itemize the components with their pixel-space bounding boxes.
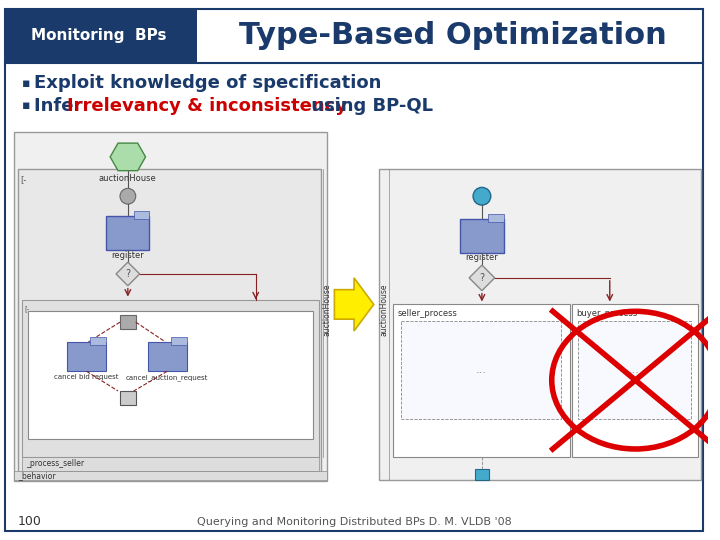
Text: register: register [112, 251, 144, 260]
Text: Irrelevancy & inconsistency: Irrelevancy & inconsistency [67, 97, 347, 115]
Text: auctionHouse: auctionHouse [379, 283, 388, 335]
Text: cancel bid request: cancel bid request [54, 374, 119, 380]
Text: ?: ? [480, 273, 485, 283]
FancyBboxPatch shape [18, 168, 320, 471]
Text: Querying and Monitoring Distributed BPs D. M. VLDB '08: Querying and Monitoring Distributed BPs … [197, 517, 511, 527]
FancyBboxPatch shape [460, 219, 503, 253]
Polygon shape [334, 278, 374, 331]
Text: ?: ? [125, 269, 130, 279]
Text: _behavior: _behavior [18, 471, 55, 480]
Circle shape [120, 188, 136, 204]
FancyBboxPatch shape [22, 457, 319, 471]
Text: using BP-QL: using BP-QL [305, 97, 433, 115]
Text: seller_process: seller_process [397, 309, 457, 319]
Circle shape [473, 187, 491, 205]
Text: 100: 100 [18, 515, 42, 528]
FancyBboxPatch shape [22, 300, 319, 457]
FancyBboxPatch shape [120, 315, 136, 329]
Polygon shape [110, 143, 145, 171]
FancyBboxPatch shape [5, 9, 197, 64]
FancyBboxPatch shape [134, 211, 150, 219]
FancyBboxPatch shape [107, 216, 150, 251]
Text: ▪: ▪ [22, 77, 30, 90]
Text: Exploit knowledge of specification: Exploit knowledge of specification [35, 74, 382, 92]
FancyBboxPatch shape [401, 321, 561, 420]
FancyBboxPatch shape [578, 321, 691, 420]
Text: ...: ... [475, 366, 487, 375]
FancyBboxPatch shape [488, 214, 503, 222]
Text: ...: ... [629, 366, 640, 375]
FancyBboxPatch shape [171, 337, 187, 345]
Text: _process_seller: _process_seller [27, 459, 85, 468]
Text: Type-Based Optimization: Type-Based Optimization [238, 22, 666, 50]
FancyBboxPatch shape [14, 471, 327, 481]
Text: buyer_process: buyer_process [576, 309, 638, 319]
Text: register: register [466, 253, 498, 262]
Text: [-: [- [21, 176, 27, 185]
FancyBboxPatch shape [14, 132, 327, 482]
FancyBboxPatch shape [27, 311, 312, 439]
Text: auctionHouse: auctionHouse [99, 174, 157, 184]
Text: auctionHouse: auctionHouse [322, 283, 331, 335]
FancyBboxPatch shape [475, 469, 489, 481]
FancyBboxPatch shape [393, 305, 570, 457]
Polygon shape [469, 265, 495, 291]
Polygon shape [116, 262, 140, 286]
Text: Monitoring  BPs: Monitoring BPs [31, 29, 166, 43]
FancyBboxPatch shape [379, 168, 701, 481]
FancyBboxPatch shape [67, 342, 107, 372]
FancyBboxPatch shape [120, 391, 136, 405]
FancyBboxPatch shape [572, 305, 698, 457]
Text: cancel_auction_request: cancel_auction_request [126, 374, 208, 381]
Text: ▪: ▪ [22, 99, 30, 112]
FancyBboxPatch shape [5, 9, 703, 531]
FancyBboxPatch shape [148, 342, 187, 372]
Text: [-: [- [24, 306, 30, 312]
FancyBboxPatch shape [91, 337, 107, 345]
Text: Infer: Infer [35, 97, 89, 115]
